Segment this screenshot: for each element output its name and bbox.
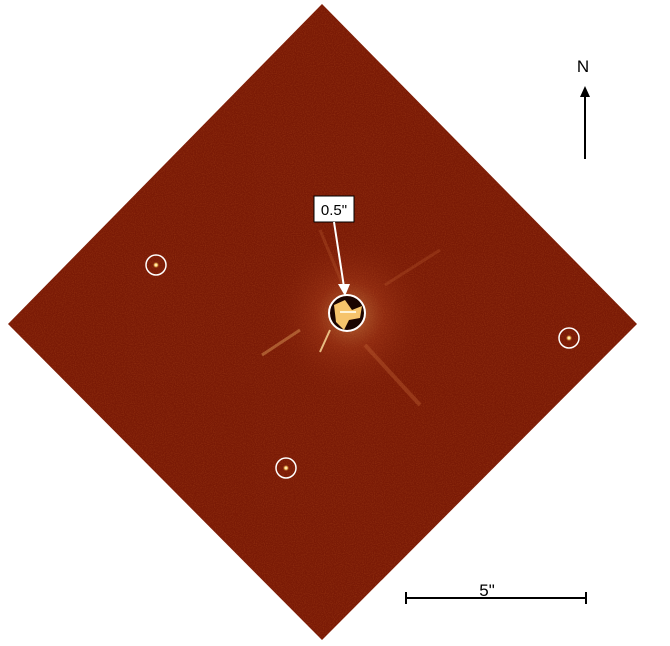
source-marker-west	[145, 254, 167, 276]
scale-bar: 5"	[405, 581, 587, 604]
north-compass: N	[577, 57, 590, 159]
core-size-label: 0.5"	[321, 202, 347, 219]
scale-bar-label: 5"	[479, 581, 495, 600]
central-star	[319, 294, 366, 353]
callout-arrow-head	[338, 284, 350, 296]
core-size-callout: 0.5"	[313, 195, 355, 296]
compass-label: N	[577, 57, 589, 76]
source-marker-south	[275, 457, 297, 479]
callout-arrow-line	[333, 221, 345, 288]
source-marker-east	[558, 327, 580, 349]
central-star-marker	[328, 294, 366, 332]
